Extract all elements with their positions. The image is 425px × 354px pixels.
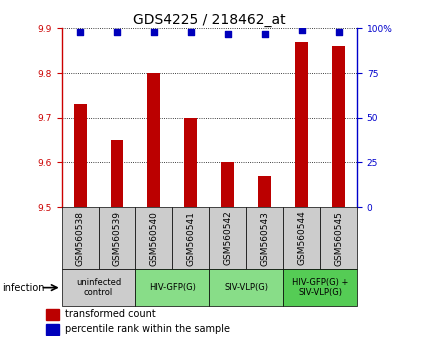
Bar [62, 269, 136, 306]
Text: infection: infection [2, 282, 45, 293]
Bar [184, 118, 197, 207]
Point [150, 29, 157, 35]
Bar [221, 162, 234, 207]
Bar [147, 73, 160, 207]
Text: GSM560544: GSM560544 [297, 211, 306, 266]
Point [298, 27, 305, 33]
Point [113, 29, 120, 35]
Text: GSM560545: GSM560545 [334, 211, 343, 266]
Bar [62, 207, 99, 269]
Text: uninfected
control: uninfected control [76, 278, 121, 297]
Bar [209, 207, 246, 269]
Bar [295, 42, 308, 207]
Bar [99, 207, 136, 269]
Bar [283, 207, 320, 269]
Point [224, 31, 231, 36]
Text: HIV-GFP(G): HIV-GFP(G) [149, 283, 196, 292]
Text: GSM560542: GSM560542 [223, 211, 232, 266]
Bar [320, 207, 357, 269]
Point [76, 29, 83, 35]
Bar [136, 207, 173, 269]
Bar [74, 104, 87, 207]
Text: GSM560540: GSM560540 [150, 211, 159, 266]
Text: SIV-VLP(G): SIV-VLP(G) [224, 283, 268, 292]
Point [187, 29, 194, 35]
Text: GSM560538: GSM560538 [76, 211, 85, 266]
Bar [209, 269, 283, 306]
Title: GDS4225 / 218462_at: GDS4225 / 218462_at [133, 13, 286, 27]
Text: HIV-GFP(G) +
SIV-VLP(G): HIV-GFP(G) + SIV-VLP(G) [292, 278, 348, 297]
Text: GSM560541: GSM560541 [186, 211, 196, 266]
Bar [110, 140, 124, 207]
Bar [46, 324, 60, 335]
Text: GSM560543: GSM560543 [260, 211, 269, 266]
Text: percentile rank within the sample: percentile rank within the sample [65, 324, 230, 335]
Text: transformed count: transformed count [65, 309, 156, 319]
Bar [332, 46, 345, 207]
Point [335, 29, 342, 35]
Bar [283, 269, 357, 306]
Bar [246, 207, 283, 269]
Bar [46, 309, 60, 320]
Bar [173, 207, 209, 269]
Bar [136, 269, 209, 306]
Bar [258, 176, 271, 207]
Text: GSM560539: GSM560539 [113, 211, 122, 266]
Point [261, 31, 268, 36]
